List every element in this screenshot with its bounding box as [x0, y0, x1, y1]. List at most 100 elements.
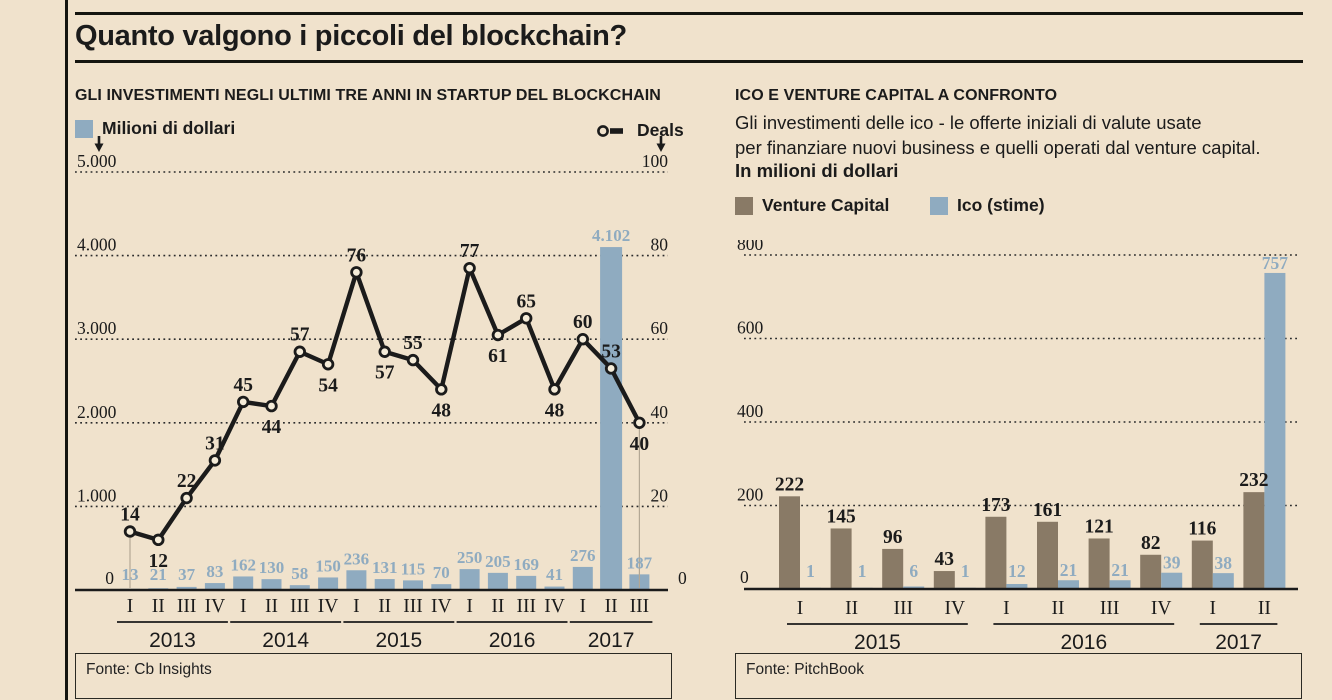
quarter-label: IV: [318, 596, 339, 617]
investments-bar-line-chart: 5.000 100 4.000 80 3.000 60 2.000 40 1.000 20 0 0 13…: [75, 151, 687, 652]
vc-bar: [1243, 492, 1265, 589]
deals-point: [435, 383, 448, 396]
right-source-box: Fonte: PitchBook: [735, 653, 1302, 699]
deals-value-label: 48: [432, 400, 452, 421]
vc-bar: [933, 571, 955, 589]
deals-value-label: 12: [149, 551, 169, 572]
quarter-label: II: [605, 596, 618, 617]
deals-value-label: 14: [120, 504, 140, 525]
investment-bar: [487, 572, 508, 590]
vc-bar: [882, 548, 904, 589]
deals-value-label: 57: [290, 325, 310, 346]
y-zero: 0: [740, 567, 749, 587]
year-label: 2017: [588, 629, 635, 652]
deals-value-label: 77: [460, 241, 480, 262]
quarter-label: II: [1052, 598, 1065, 619]
y-right-tick: 100: [642, 151, 669, 171]
y-left-tick: 4.000: [77, 235, 117, 255]
ico-legend-swatch: [930, 196, 948, 215]
investment-bar: [516, 575, 537, 590]
top-rule: [75, 12, 1303, 15]
bar-value-label: 41: [546, 565, 563, 584]
ico-value-label: 39: [1163, 553, 1181, 573]
vc-value-label: 161: [1033, 500, 1062, 521]
quarter-label: III: [630, 596, 649, 617]
investment-bar: [318, 577, 339, 590]
year-label: 2015: [854, 631, 901, 654]
deals-value-label: 55: [403, 333, 423, 354]
vc-value-label: 116: [1188, 519, 1216, 540]
year-label: 2016: [489, 629, 536, 652]
quarter-label: I: [466, 596, 473, 617]
venture-capital-legend-swatch: [735, 196, 753, 215]
ico-bar: [1109, 580, 1131, 589]
bar-value-label: 83: [206, 562, 223, 581]
ico-value-label: 1: [858, 561, 867, 581]
deals-point: [491, 328, 505, 342]
deals-value-label: 65: [516, 291, 536, 312]
ico-legend-label: Ico (stime): [957, 195, 1045, 215]
bar-value-label: 276: [570, 546, 596, 565]
bar-value-label: 21: [150, 565, 167, 584]
vc-bar: [1140, 554, 1162, 589]
y-right-tick: 40: [651, 402, 669, 422]
quarter-label: II: [152, 596, 165, 617]
quarter-label: III: [177, 596, 196, 617]
quarter-label: III: [516, 596, 535, 617]
y-left-tick: 2.000: [77, 402, 117, 422]
ico-value-label: 1: [961, 561, 970, 581]
quarter-label: I: [797, 598, 804, 619]
deals-point: [152, 533, 165, 547]
deals-point: [463, 261, 476, 275]
ico-bar: [1006, 583, 1028, 589]
quarter-label: I: [353, 596, 360, 617]
ico-value-label: 757: [1262, 253, 1289, 273]
left-chart-heading: GLI INVESTIMENTI NEGLI ULTIMI TRE ANNI I…: [75, 87, 661, 104]
deals-point: [520, 312, 533, 325]
vc-bar: [830, 528, 852, 589]
bar-value-label: 37: [178, 565, 196, 584]
y-tick: 600: [737, 318, 764, 338]
left-legend-bars: Milioni di dollari: [75, 118, 235, 139]
deals-value-label: 53: [601, 341, 621, 362]
investment-bar: [176, 586, 197, 590]
deals-point: [293, 345, 307, 358]
right-chart-unit-label: In milioni di dollari: [735, 160, 899, 181]
quarter-label: I: [1003, 598, 1010, 619]
vc-value-label: 222: [775, 474, 804, 495]
y-left-tick: 1.000: [77, 485, 117, 505]
vc-bar: [1088, 538, 1110, 589]
deals-value-label: 61: [488, 346, 508, 367]
y-tick: 200: [737, 485, 764, 505]
investment-bar: [600, 247, 623, 590]
vc-value-label: 145: [826, 506, 856, 527]
bar-value-label: 131: [372, 558, 398, 577]
y-right-zero: 0: [678, 568, 687, 588]
year-label: 2016: [1060, 631, 1107, 654]
year-label: 2017: [1215, 631, 1262, 654]
quarter-label: I: [240, 596, 247, 617]
down-arrow-icon: [656, 136, 666, 152]
quarter-label: II: [265, 596, 278, 617]
vc-bar: [1191, 540, 1213, 589]
ico-bar: [1058, 580, 1079, 589]
right-chart-description-1: Gli investimenti delle ico - le offerte …: [735, 112, 1202, 133]
investment-bar: [374, 579, 395, 590]
quarter-label: IV: [945, 598, 966, 619]
year-label: 2013: [149, 629, 196, 652]
right-chart-description-2: per finanziare nuovi business e quelli o…: [735, 137, 1261, 158]
deals-value-label: 31: [205, 433, 225, 454]
vc-value-label: 173: [981, 495, 1011, 516]
y-tick: 800: [737, 240, 764, 254]
deals-point: [576, 332, 590, 346]
ico-vs-vc-bar-chart: 800 600 400 200 0 222 1 145 1 96 6 43 1 173 12 161 21 121…: [737, 240, 1298, 654]
deals-point: [236, 395, 250, 409]
deals-value-label: 76: [347, 245, 367, 266]
investment-bar: [233, 576, 254, 590]
ico-value-label: 1: [806, 561, 815, 581]
deals-point: [123, 525, 137, 538]
quarter-label: IV: [544, 596, 565, 617]
deals-point: [378, 345, 391, 358]
deals-value-label: 48: [545, 400, 565, 421]
